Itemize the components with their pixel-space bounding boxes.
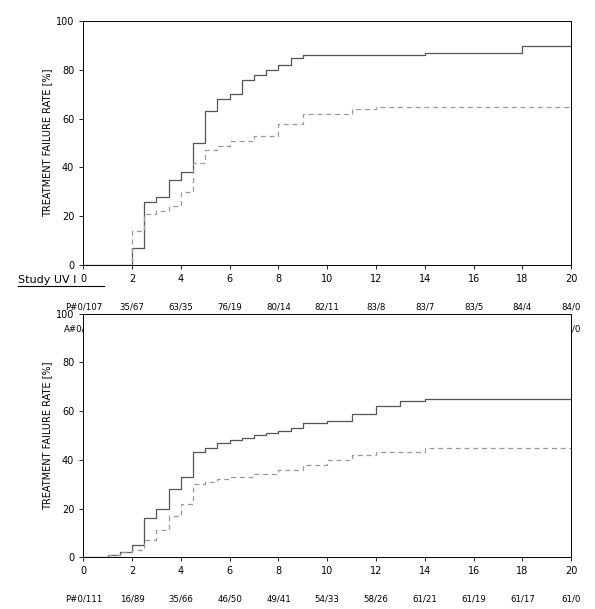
Text: A#0/110: A#0/110: [64, 325, 102, 334]
Text: 84/0: 84/0: [562, 303, 581, 312]
Text: 35/66: 35/66: [168, 595, 193, 604]
Text: 54/33: 54/33: [315, 595, 340, 604]
Text: 35/67: 35/67: [120, 303, 145, 312]
Legend: PLACEBO, Adalimumab: PLACEBO, Adalimumab: [236, 357, 419, 382]
Text: 58/26: 58/26: [364, 595, 389, 604]
Text: 61/21: 61/21: [412, 595, 437, 604]
Text: 60/20: 60/20: [364, 325, 389, 334]
Text: 60/0: 60/0: [562, 325, 581, 334]
Text: 60/15: 60/15: [461, 325, 486, 334]
Text: 49/41: 49/41: [266, 595, 291, 604]
Text: 48/42: 48/42: [217, 325, 242, 334]
Text: 80/14: 80/14: [266, 303, 291, 312]
Text: 83/8: 83/8: [367, 303, 386, 312]
Y-axis label: TREATMENT FAILURE RATE [%]: TREATMENT FAILURE RATE [%]: [42, 361, 52, 510]
Text: 40/54: 40/54: [168, 325, 193, 334]
X-axis label: TIME [MONTHS]: TIME [MONTHS]: [289, 320, 366, 330]
Text: 60/17: 60/17: [412, 325, 437, 334]
Text: 46/50: 46/50: [217, 595, 242, 604]
Text: 82/11: 82/11: [315, 303, 340, 312]
Text: 61/0: 61/0: [562, 595, 581, 604]
Text: 16/89: 16/89: [120, 595, 145, 604]
Text: 61/17: 61/17: [510, 595, 535, 604]
Text: 83/5: 83/5: [464, 303, 483, 312]
Text: 61/19: 61/19: [461, 595, 486, 604]
Text: P#0/107: P#0/107: [65, 303, 102, 312]
Text: P#0/111: P#0/111: [65, 595, 102, 604]
Text: 16/82: 16/82: [120, 325, 145, 334]
Text: 57/29: 57/29: [315, 325, 340, 334]
Text: 83/7: 83/7: [415, 303, 434, 312]
Text: Study UV I: Study UV I: [18, 275, 76, 285]
Y-axis label: TREATMENT FAILURE RATE [%]: TREATMENT FAILURE RATE [%]: [42, 69, 52, 217]
Text: 76/19: 76/19: [217, 303, 242, 312]
Text: 60/12: 60/12: [510, 325, 535, 334]
Text: 63/35: 63/35: [168, 303, 193, 312]
Text: 84/4: 84/4: [513, 303, 532, 312]
Text: 54/35: 54/35: [266, 325, 291, 334]
